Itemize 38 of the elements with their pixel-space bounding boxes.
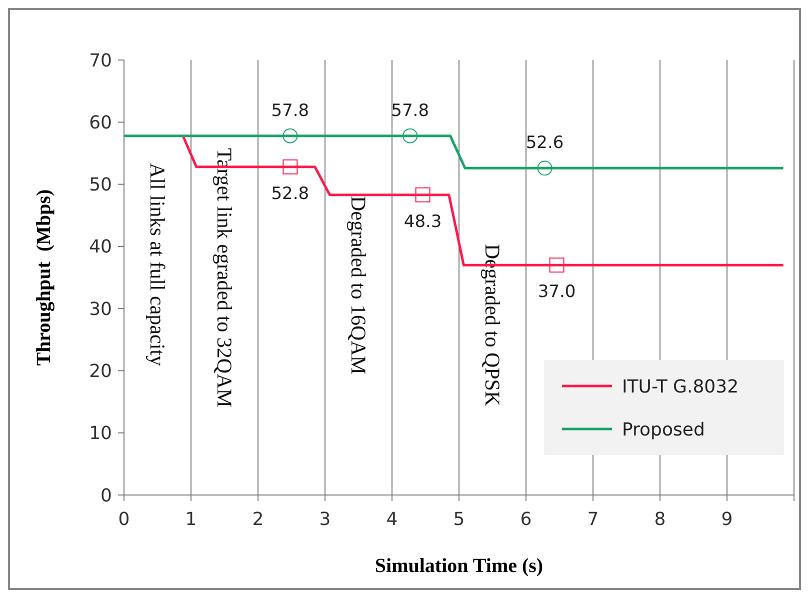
y-tick-label: 60 — [89, 112, 112, 134]
x-tick-label: 9 — [721, 509, 733, 530]
y-tick-label: 10 — [89, 423, 112, 444]
point — [402, 128, 418, 144]
y-tick-label: 20 — [89, 361, 112, 382]
x-axis-title: Simulation Time (s) — [374, 555, 544, 577]
y-tick-label: 0 — [100, 485, 112, 506]
x-tick-label: 1 — [185, 509, 197, 530]
y-tick-label: 70 — [89, 50, 112, 72]
legend-label: Proposed — [622, 419, 705, 440]
data-label: 48.3 — [404, 212, 442, 232]
x-tick-label: 5 — [453, 509, 465, 530]
x-tick-label: 7 — [587, 509, 599, 530]
x-tick-label: 4 — [386, 509, 398, 530]
data-label: 37.0 — [538, 282, 576, 302]
data-label: 52.8 — [271, 184, 310, 204]
x-tick-label: 0 — [118, 509, 130, 530]
x-tick-label: 2 — [252, 509, 264, 530]
x-tick-label: 6 — [520, 509, 532, 530]
data-label: 57.8 — [391, 100, 430, 121]
data-label: 52.6 — [526, 133, 564, 154]
annotation: Degraded to 16QAM — [346, 196, 370, 375]
point — [549, 258, 564, 273]
data-label: 57.8 — [271, 100, 310, 121]
point — [282, 128, 298, 144]
y-axis-title: Throughput (Mbps) — [33, 189, 55, 366]
annotation: Degraded to QPSK — [480, 244, 504, 406]
y-tick-label: 50 — [89, 174, 112, 196]
point — [537, 160, 552, 176]
y-tick-label: 40 — [89, 236, 112, 258]
point — [282, 159, 298, 174]
point — [415, 187, 430, 202]
annotation: Target link egraded to 32QAM — [212, 148, 236, 408]
legend-label: ITU-T G.8032 — [622, 376, 739, 398]
x-tick-label: 3 — [319, 509, 331, 530]
annotation: All links at full capacity — [146, 163, 170, 366]
y-tick-label: 30 — [89, 298, 112, 320]
x-tick-label: 8 — [654, 509, 666, 530]
